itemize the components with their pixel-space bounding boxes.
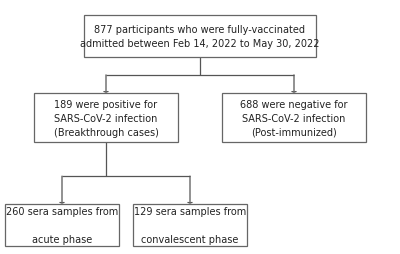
Text: 877 participants who were fully-vaccinated: 877 participants who were fully-vaccinat… xyxy=(94,25,306,35)
Text: admitted between Feb 14, 2022 to May 30, 2022: admitted between Feb 14, 2022 to May 30,… xyxy=(80,39,320,49)
Text: 189 were positive for: 189 were positive for xyxy=(54,99,158,109)
FancyBboxPatch shape xyxy=(5,204,119,246)
Text: 260 sera samples from: 260 sera samples from xyxy=(6,206,118,216)
Text: SARS-CoV-2 infection: SARS-CoV-2 infection xyxy=(242,113,346,123)
Text: (Post-immunized): (Post-immunized) xyxy=(251,127,337,137)
Text: 129 sera samples from: 129 sera samples from xyxy=(134,206,246,216)
Text: SARS-CoV-2 infection: SARS-CoV-2 infection xyxy=(54,113,158,123)
Text: convalescent phase: convalescent phase xyxy=(141,234,239,244)
Text: 688 were negative for: 688 were negative for xyxy=(240,99,348,109)
FancyBboxPatch shape xyxy=(84,16,316,58)
Text: acute phase: acute phase xyxy=(32,234,92,244)
Text: (Breakthrough cases): (Breakthrough cases) xyxy=(54,127,158,137)
FancyBboxPatch shape xyxy=(34,93,178,143)
FancyBboxPatch shape xyxy=(133,204,247,246)
FancyBboxPatch shape xyxy=(222,93,366,143)
